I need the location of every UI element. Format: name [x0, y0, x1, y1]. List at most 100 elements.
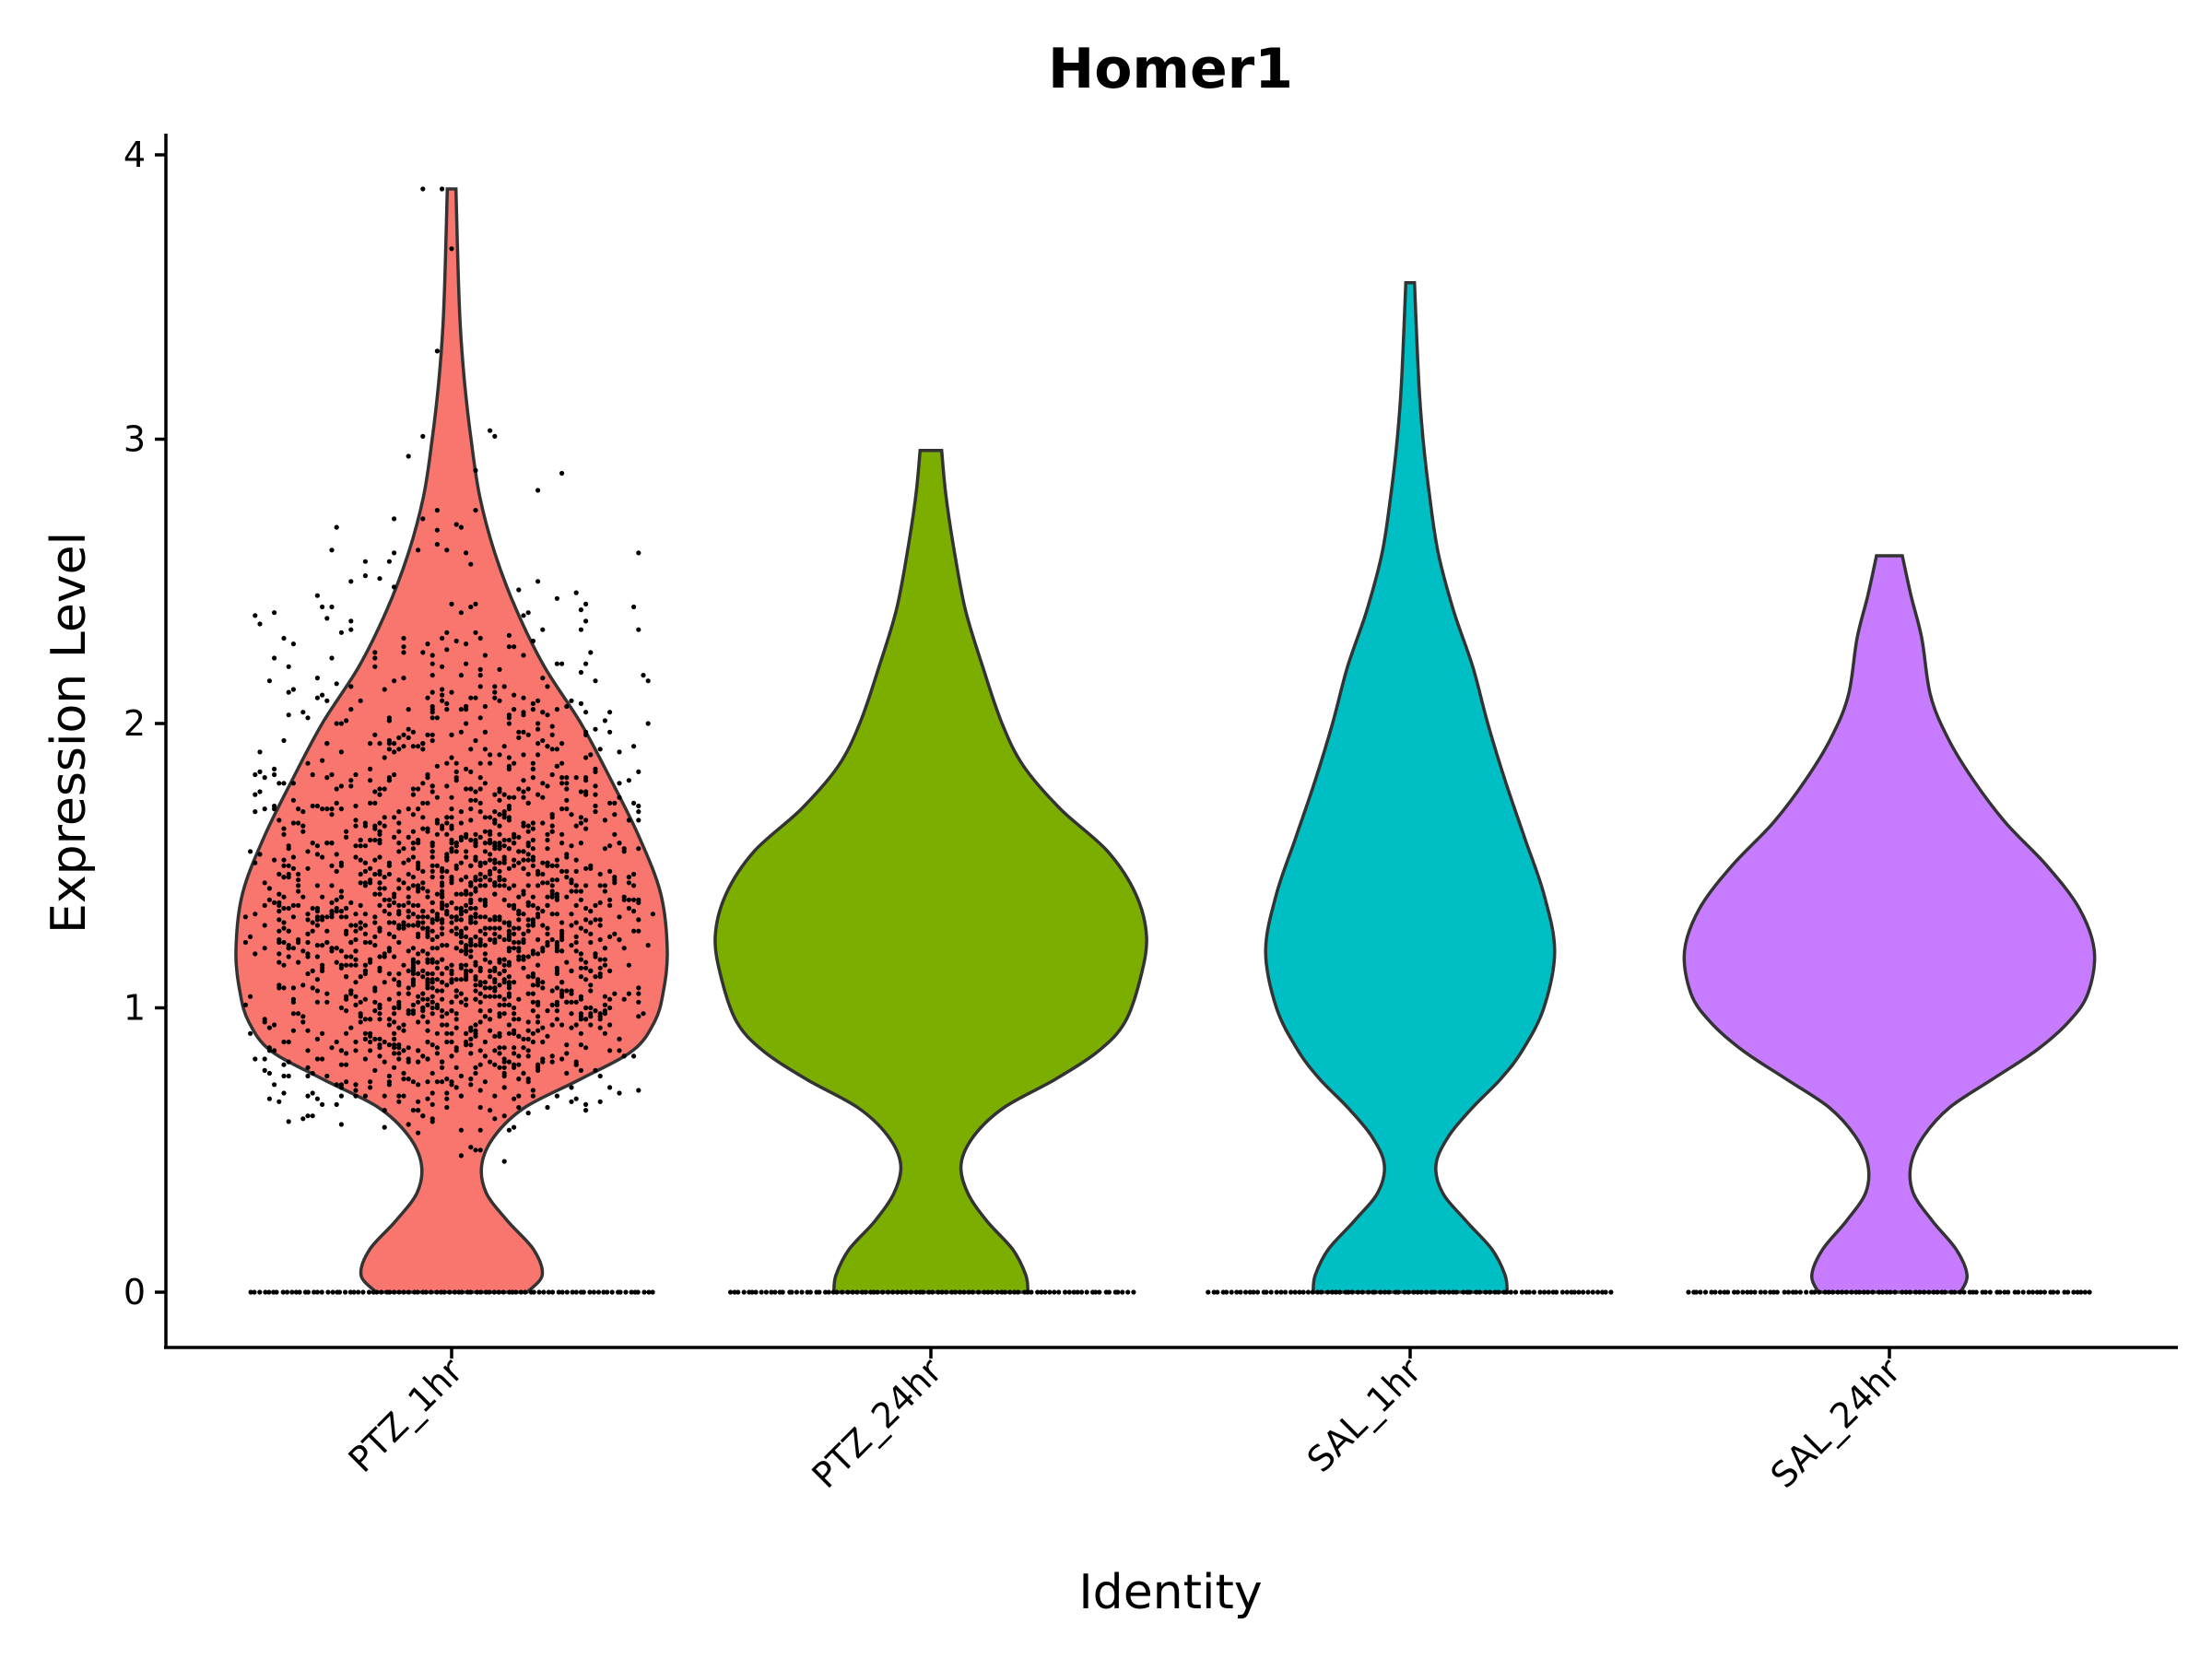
data-point	[468, 954, 474, 959]
data-point	[290, 996, 296, 1002]
data-point-zero	[1337, 1289, 1343, 1295]
data-point-zero	[646, 1289, 652, 1295]
data-point	[583, 789, 589, 794]
data-point	[583, 710, 589, 715]
data-point	[453, 769, 459, 775]
data-point	[477, 809, 483, 815]
data-point-zero	[1012, 1289, 1018, 1295]
data-point-zero	[635, 1289, 641, 1295]
data-point	[377, 1011, 382, 1017]
data-point	[650, 912, 656, 917]
data-point-zero	[1888, 1289, 1893, 1295]
data-point	[368, 1030, 373, 1036]
data-point	[631, 928, 637, 934]
data-point	[569, 877, 574, 883]
data-point	[449, 914, 454, 920]
data-point	[477, 834, 483, 841]
data-point-zero	[1817, 1289, 1822, 1295]
data-point	[348, 783, 354, 789]
data-point	[482, 883, 488, 888]
data-point	[296, 806, 301, 812]
data-point	[353, 948, 359, 954]
data-point	[324, 939, 330, 946]
data-point	[626, 818, 632, 823]
data-point	[492, 433, 498, 439]
data-point	[314, 593, 320, 598]
data-point	[564, 999, 570, 1005]
data-point	[416, 920, 421, 925]
data-point	[396, 747, 402, 752]
data-point	[482, 931, 488, 936]
data-point	[382, 897, 387, 902]
data-point	[453, 914, 459, 920]
data-point-zero	[452, 1289, 458, 1295]
data-point	[497, 786, 502, 792]
data-point	[420, 815, 426, 820]
data-point	[488, 1017, 493, 1022]
data-point-zero	[1732, 1289, 1737, 1295]
data-point	[458, 934, 464, 940]
data-point	[348, 627, 354, 632]
data-point	[320, 1101, 325, 1107]
data-point	[535, 488, 541, 493]
data-point	[314, 803, 320, 809]
data-point	[440, 931, 445, 936]
data-point	[440, 943, 445, 948]
data-point-zero	[319, 1289, 324, 1295]
data-point	[535, 726, 541, 732]
data-point	[617, 749, 622, 755]
data-point-zero	[728, 1289, 734, 1295]
data-point	[464, 888, 469, 894]
data-point	[569, 1025, 574, 1030]
data-point-zero	[966, 1289, 971, 1295]
data-point	[362, 1093, 368, 1099]
data-point-zero	[556, 1289, 561, 1295]
data-point	[530, 820, 536, 826]
data-point	[559, 948, 565, 954]
data-point	[348, 684, 354, 689]
data-point	[564, 1070, 570, 1077]
data-point	[329, 900, 335, 906]
data-point	[440, 868, 445, 875]
data-point	[578, 888, 584, 894]
data-point	[382, 815, 387, 820]
data-point	[276, 982, 282, 988]
data-point	[612, 800, 618, 806]
data-point	[416, 547, 421, 553]
data-point	[320, 894, 325, 900]
data-point	[482, 829, 488, 834]
data-point-zero	[1297, 1289, 1302, 1295]
data-point	[434, 863, 440, 868]
data-point	[617, 781, 622, 786]
data-point	[425, 914, 430, 920]
data-point-zero	[890, 1289, 896, 1295]
data-point	[425, 1028, 430, 1033]
data-point	[559, 988, 565, 994]
data-point	[468, 1036, 474, 1041]
data-point	[464, 948, 469, 954]
data-point	[525, 954, 531, 959]
data-point-zero	[1702, 1289, 1709, 1295]
data-point-zero	[1531, 1289, 1536, 1295]
data-point-zero	[1698, 1289, 1703, 1295]
data-point	[281, 1039, 287, 1045]
data-point	[530, 863, 536, 868]
data-point	[573, 888, 579, 894]
data-point	[497, 957, 502, 962]
data-point	[535, 721, 541, 726]
data-point	[583, 959, 589, 965]
data-point	[636, 846, 641, 852]
data-point	[257, 621, 263, 627]
data-point	[449, 849, 454, 854]
data-point	[636, 769, 641, 775]
data-point	[488, 936, 493, 943]
data-point	[425, 888, 430, 894]
data-point	[501, 843, 507, 849]
data-point	[506, 846, 512, 852]
x-axis-ticks: PTZ_1hr PTZ_24hr SAL_1hr SAL_24hr	[341, 1347, 1909, 1496]
data-point	[473, 1022, 478, 1028]
data-point	[477, 760, 483, 766]
data-point	[597, 1073, 603, 1079]
data-point-zero	[564, 1289, 570, 1295]
data-point	[554, 595, 560, 601]
